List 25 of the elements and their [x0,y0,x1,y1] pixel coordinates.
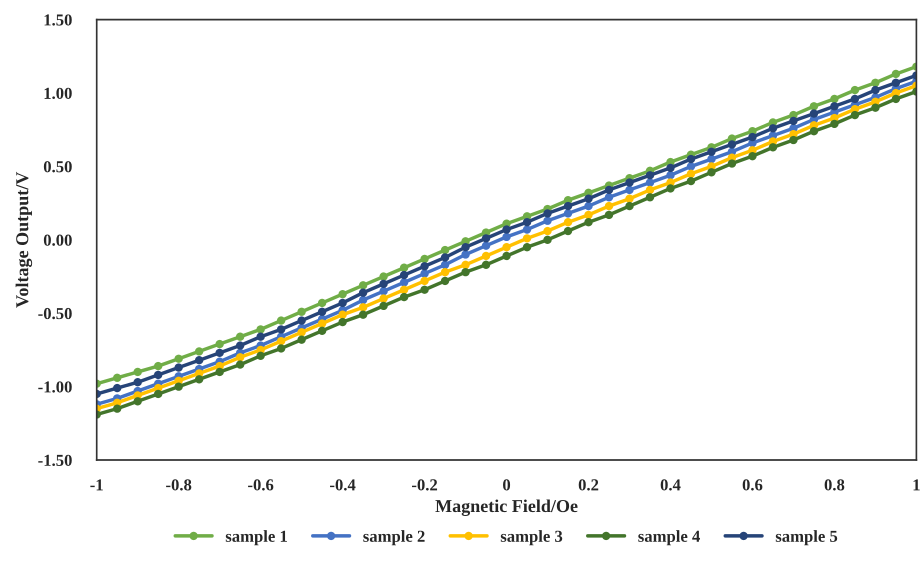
x-tick-label: -0.4 [330,479,356,491]
y-tick-label: 1.50 [44,14,72,26]
y-axis-title: Voltage Output/V [16,172,32,308]
y-tick-label: 0.00 [44,234,72,246]
x-tick-label: -0.8 [166,479,192,491]
x-tick-label: -1 [90,479,103,490]
x-tick-label: 0.8 [824,479,844,491]
legend-label: sample 4 [638,530,700,546]
x-tick-label: -0.6 [248,479,274,491]
x-tick-label: -0.2 [412,479,438,491]
y-tick-label: -1.00 [38,381,72,393]
y-tick-label: 1.00 [44,88,72,100]
y-tick-label: -1.50 [38,454,72,466]
legend-label: sample 3 [500,530,562,546]
x-tick-label: 0.2 [578,479,598,491]
x-tick-label: 0 [503,479,510,490]
x-tick-label: 0.4 [660,479,681,491]
x-tick-label: 1 [914,479,920,490]
legend-label: sample 1 [226,530,287,546]
legend-label: sample 2 [363,530,425,546]
y-tick-label: 0.50 [44,161,72,172]
y-tick-label: -0.50 [38,308,72,320]
x-tick-label: 0.6 [742,479,762,491]
x-axis-title: Magnetic Field/Oe [435,499,578,516]
legend-label: sample 5 [776,530,838,546]
